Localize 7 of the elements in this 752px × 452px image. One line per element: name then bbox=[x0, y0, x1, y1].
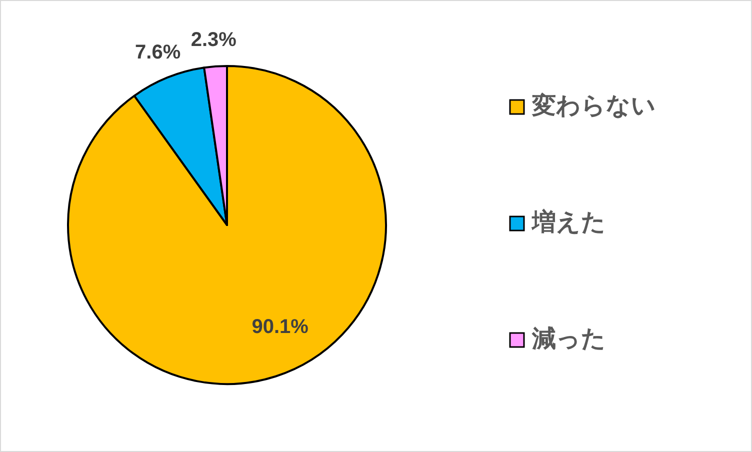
data-label: 2.3% bbox=[190, 28, 237, 51]
pie-slice bbox=[67, 65, 387, 385]
legend-label: 増えた bbox=[531, 208, 606, 236]
data-label: 7.6% bbox=[135, 42, 181, 64]
legend-label: 減った bbox=[531, 325, 606, 352]
legend-label: 変わらない bbox=[531, 91, 656, 120]
data-label: 90.1% bbox=[252, 316, 309, 338]
